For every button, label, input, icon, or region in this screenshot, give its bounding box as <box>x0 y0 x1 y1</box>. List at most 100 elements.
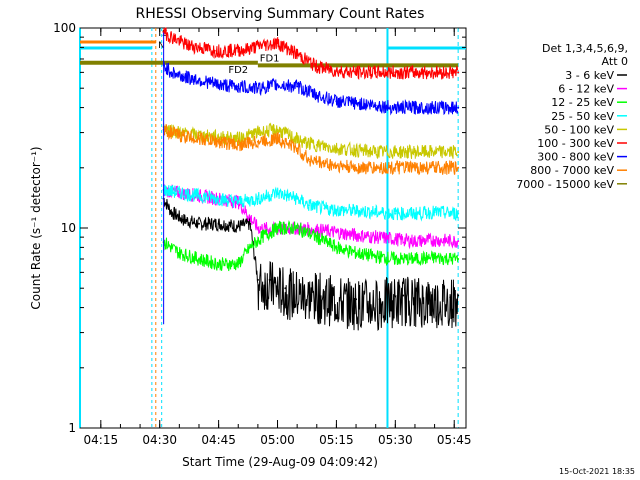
data-point <box>307 158 310 161</box>
data-point <box>402 294 405 297</box>
data-point <box>413 166 416 169</box>
data-point <box>197 46 200 49</box>
data-point <box>260 236 263 239</box>
data-point <box>335 231 338 234</box>
data-point <box>217 263 220 266</box>
series-line <box>163 61 459 116</box>
data-point <box>315 228 318 231</box>
data-point <box>256 131 259 134</box>
data-point <box>331 294 334 297</box>
data-point <box>276 42 279 45</box>
series-50-100keV <box>162 122 460 160</box>
data-point <box>335 100 338 103</box>
data-point <box>335 246 338 249</box>
x-tick-label: 04:15 <box>84 433 119 447</box>
data-point <box>237 263 240 266</box>
data-point <box>413 257 416 260</box>
data-point <box>335 209 338 212</box>
data-point <box>323 162 326 165</box>
data-point <box>394 106 397 109</box>
data-point <box>300 55 303 58</box>
data-point <box>335 147 338 150</box>
data-point <box>355 298 358 301</box>
data-point <box>457 71 460 74</box>
data-point <box>256 278 259 281</box>
data-point <box>307 204 310 207</box>
data-point <box>374 104 377 107</box>
data-point <box>374 236 377 239</box>
flare-label-fd1: FD1 <box>260 53 280 64</box>
data-point <box>178 191 181 194</box>
data-point <box>457 294 460 297</box>
y-tick-label: 100 <box>53 21 76 35</box>
data-point <box>355 209 358 212</box>
chart-title: RHESSI Observing Summary Count Rates <box>136 6 425 22</box>
data-point <box>284 287 287 290</box>
data-point <box>335 164 338 167</box>
data-point <box>323 207 326 210</box>
series-line <box>163 219 459 272</box>
data-point <box>413 150 416 153</box>
data-point <box>315 94 318 97</box>
data-point <box>457 212 460 215</box>
data-point <box>425 296 428 299</box>
data-point <box>178 134 181 137</box>
x-tick-label: 04:30 <box>142 433 177 447</box>
data-point <box>413 106 416 109</box>
flare-label-fd2: FD2 <box>228 65 248 76</box>
data-point <box>197 257 200 260</box>
data-point <box>174 38 177 41</box>
x-tick-label: 05:15 <box>319 433 354 447</box>
data-point <box>355 234 358 237</box>
data-point <box>335 69 338 72</box>
data-point <box>256 197 259 200</box>
legend-label: 12 - 25 keV <box>551 96 614 109</box>
data-point <box>394 238 397 241</box>
legend-label: 100 - 300 keV <box>537 137 614 150</box>
data-point <box>457 257 460 260</box>
y-axis-label: Count Rate (s⁻¹ detector⁻¹) <box>29 146 43 309</box>
data-point <box>374 150 377 153</box>
legend-label: 300 - 800 keV <box>537 151 614 164</box>
data-point <box>394 212 397 215</box>
data-point <box>268 278 271 281</box>
data-point <box>374 211 377 214</box>
data-point <box>213 49 216 52</box>
series-300-800keV <box>162 61 460 116</box>
data-point <box>182 218 185 221</box>
data-point <box>449 296 452 299</box>
y-tick-label: 10 <box>61 221 76 235</box>
data-point <box>256 140 259 143</box>
data-point <box>217 197 220 200</box>
data-point <box>433 256 436 259</box>
data-point <box>315 65 318 68</box>
data-point <box>197 78 200 81</box>
data-point <box>394 150 397 153</box>
x-tick-label: 05:45 <box>437 433 472 447</box>
data-point <box>378 298 381 301</box>
data-point <box>217 83 220 86</box>
legend-label: 6 - 12 keV <box>558 83 614 96</box>
data-point <box>433 150 436 153</box>
data-point <box>374 166 377 169</box>
data-point <box>355 166 358 169</box>
data-point <box>178 251 181 254</box>
series-line <box>163 197 459 331</box>
data-point <box>296 197 299 200</box>
x-axis: 04:15 04:30 04:45 05:00 05:15 05:30 05:45 <box>84 28 472 447</box>
data-point <box>374 255 377 258</box>
data-point <box>355 149 358 152</box>
data-point <box>296 85 299 88</box>
series-line <box>163 122 459 160</box>
data-point <box>355 71 358 74</box>
data-point <box>307 290 310 293</box>
data-point <box>315 144 318 147</box>
series-25-50keV <box>162 184 460 222</box>
data-point <box>394 71 397 74</box>
data-point <box>457 150 460 153</box>
data-point <box>300 140 303 143</box>
data-point <box>394 257 397 260</box>
data-point <box>237 85 240 88</box>
y-axis: 1 10 100 <box>53 21 466 435</box>
